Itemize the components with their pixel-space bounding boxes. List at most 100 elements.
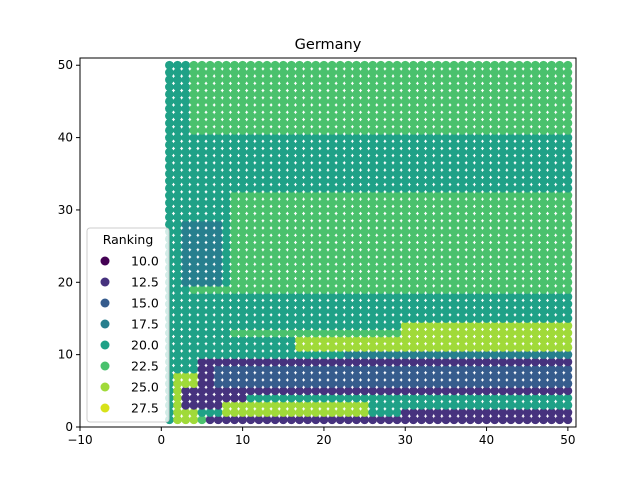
data-point bbox=[474, 364, 483, 374]
data-point bbox=[555, 162, 565, 171]
data-point bbox=[254, 176, 264, 186]
data-point bbox=[238, 82, 248, 92]
data-point bbox=[547, 162, 557, 171]
data-point bbox=[230, 169, 239, 179]
data-point bbox=[221, 183, 231, 193]
data-point bbox=[197, 89, 207, 99]
data-point bbox=[449, 314, 459, 323]
data-point bbox=[238, 400, 248, 410]
data-point bbox=[238, 306, 248, 316]
data-point bbox=[278, 111, 288, 121]
data-point bbox=[530, 263, 540, 273]
data-point bbox=[230, 140, 239, 150]
data-point bbox=[457, 89, 467, 99]
data-point bbox=[287, 241, 296, 251]
data-point bbox=[335, 191, 345, 200]
data-point bbox=[360, 343, 369, 352]
data-point bbox=[563, 82, 573, 92]
data-point bbox=[482, 183, 491, 193]
data-point bbox=[221, 147, 231, 157]
data-point bbox=[262, 314, 272, 323]
data-point bbox=[262, 343, 272, 352]
data-point bbox=[343, 183, 353, 193]
data-point bbox=[449, 415, 459, 425]
data-point bbox=[449, 111, 459, 121]
data-point bbox=[392, 306, 402, 316]
data-point bbox=[262, 140, 272, 150]
data-point bbox=[441, 205, 451, 215]
data-point bbox=[335, 328, 345, 338]
data-point bbox=[441, 357, 451, 367]
data-point bbox=[465, 299, 475, 309]
data-point bbox=[295, 111, 304, 121]
data-point bbox=[189, 328, 199, 338]
x-tick-label: 10 bbox=[235, 433, 250, 447]
data-point bbox=[539, 118, 548, 128]
data-point bbox=[384, 415, 394, 425]
data-point bbox=[295, 147, 304, 157]
data-point bbox=[360, 393, 369, 403]
data-point bbox=[246, 292, 256, 302]
data-point bbox=[522, 364, 532, 374]
data-point bbox=[449, 147, 459, 157]
data-point bbox=[262, 191, 272, 200]
data-point bbox=[278, 169, 288, 179]
data-point bbox=[213, 212, 223, 222]
data-point bbox=[433, 256, 443, 265]
data-point bbox=[262, 147, 272, 157]
data-point bbox=[498, 321, 508, 331]
data-point bbox=[181, 386, 191, 396]
data-point bbox=[457, 191, 467, 200]
data-point bbox=[173, 154, 182, 164]
data-point bbox=[360, 60, 369, 70]
data-point bbox=[384, 328, 394, 338]
data-point bbox=[197, 169, 207, 179]
data-point bbox=[311, 60, 321, 70]
data-point bbox=[181, 364, 191, 374]
data-point bbox=[441, 220, 451, 229]
data-point bbox=[360, 68, 369, 77]
data-point bbox=[246, 335, 256, 345]
data-point bbox=[539, 277, 548, 287]
data-point bbox=[278, 357, 288, 367]
data-point bbox=[238, 270, 248, 280]
legend-label: 12.5 bbox=[131, 275, 159, 290]
data-point bbox=[563, 60, 573, 70]
data-point bbox=[189, 133, 199, 142]
data-point bbox=[384, 343, 394, 352]
data-point bbox=[246, 393, 256, 403]
data-point bbox=[465, 371, 475, 381]
data-point bbox=[441, 97, 451, 106]
data-point bbox=[408, 89, 418, 99]
data-point bbox=[408, 270, 418, 280]
data-point bbox=[213, 133, 223, 142]
data-point bbox=[539, 147, 548, 157]
data-point bbox=[522, 75, 532, 85]
data-point bbox=[522, 82, 532, 92]
data-point bbox=[181, 147, 191, 157]
data-point bbox=[295, 82, 304, 92]
data-point bbox=[213, 314, 223, 323]
data-point bbox=[278, 256, 288, 265]
data-point bbox=[368, 198, 378, 208]
data-point bbox=[530, 299, 540, 309]
data-point bbox=[482, 191, 491, 200]
x-tick-label: 40 bbox=[479, 433, 494, 447]
data-point bbox=[530, 162, 540, 171]
data-point bbox=[213, 111, 223, 121]
data-point bbox=[465, 285, 475, 294]
data-point bbox=[400, 292, 410, 302]
data-point bbox=[474, 147, 483, 157]
data-point bbox=[441, 263, 451, 273]
data-point bbox=[352, 97, 361, 106]
data-point bbox=[181, 393, 191, 403]
data-point bbox=[173, 227, 182, 237]
data-point bbox=[441, 299, 451, 309]
data-point bbox=[547, 350, 557, 360]
data-point bbox=[343, 400, 353, 410]
data-point bbox=[360, 328, 369, 338]
data-point bbox=[368, 364, 378, 374]
data-point bbox=[400, 234, 410, 244]
data-point bbox=[482, 133, 491, 142]
data-point bbox=[205, 140, 215, 150]
